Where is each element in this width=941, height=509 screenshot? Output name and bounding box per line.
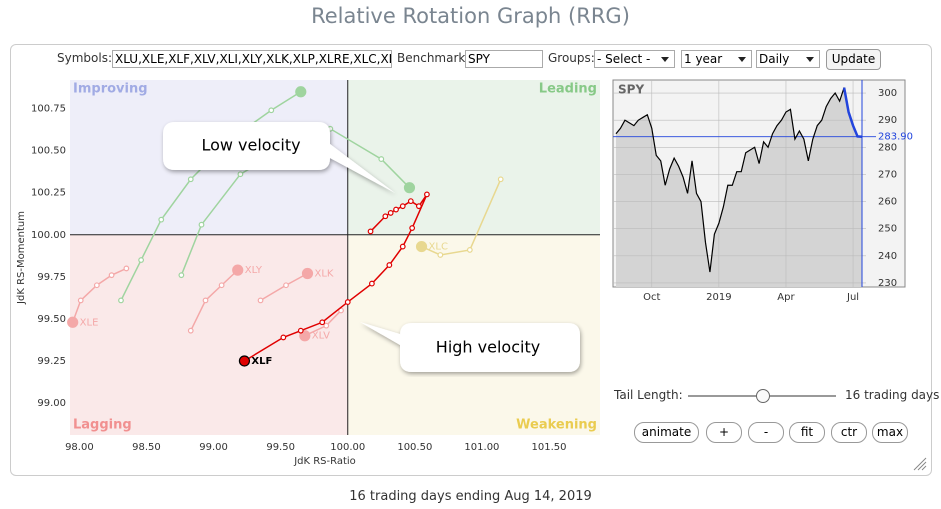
tool-button[interactable]: max — [872, 422, 908, 443]
symbols-input[interactable]: XLU,XLE,XLF,XLV,XLI,XLY,XLK,XLP,XLRE,XLC… — [112, 50, 392, 68]
tool-button[interactable]: animate — [634, 422, 699, 443]
tool-button[interactable]: - — [748, 422, 784, 443]
tool-button[interactable]: + — [706, 422, 742, 443]
label: Tail Length: — [614, 388, 683, 402]
label: Symbols: — [57, 51, 112, 65]
label: Groups: — [548, 51, 595, 65]
frequency-select[interactable]: Daily — [756, 50, 820, 68]
slider-knob[interactable] — [756, 389, 770, 403]
benchmark-input[interactable]: SPY — [465, 50, 543, 68]
tail-length: 16 trading days — [845, 388, 940, 402]
panel — [10, 44, 932, 476]
period-select[interactable]: 1 year — [681, 50, 752, 68]
tool-button[interactable]: fit — [789, 422, 825, 443]
footer: 16 trading days ending Aug 14, 2019 — [349, 489, 592, 504]
page-title: Relative Rotation Graph (RRG) — [311, 4, 630, 28]
tool-button[interactable]: ctr — [831, 422, 867, 443]
label: Benchmark: — [397, 51, 470, 65]
groups-select[interactable]: - Select - — [594, 50, 675, 68]
update-button[interactable]: Update — [826, 49, 881, 70]
